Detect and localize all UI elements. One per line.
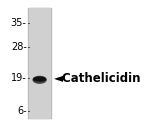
Bar xyxy=(29,8,50,118)
Bar xyxy=(28,8,51,118)
Ellipse shape xyxy=(33,76,46,83)
Text: 6-: 6- xyxy=(17,106,27,116)
Text: 35-: 35- xyxy=(11,18,27,28)
Text: 28-: 28- xyxy=(11,42,27,52)
Ellipse shape xyxy=(34,77,45,81)
Text: ◄Cathelicidin: ◄Cathelicidin xyxy=(54,72,141,85)
Text: 19-: 19- xyxy=(11,73,27,83)
